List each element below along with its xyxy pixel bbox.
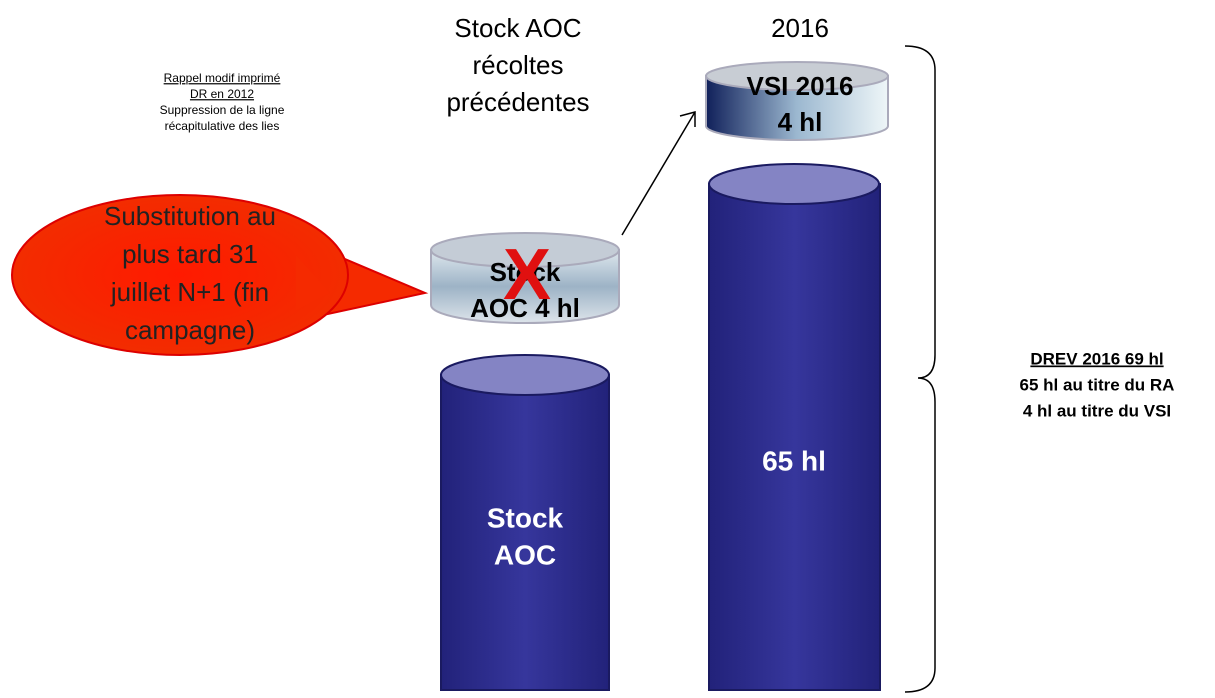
left-cylinder: Stock AOC: [440, 354, 610, 691]
note-line: récapitulative des lies: [165, 119, 280, 133]
callout: Substitution au plus tard 31 juillet N+1…: [11, 194, 429, 356]
right-header: 2016: [771, 13, 829, 43]
note-line: DR en 2012: [190, 87, 254, 101]
right-cylinder: 65 hl: [708, 163, 881, 691]
left-header: Stock AOC: [454, 13, 581, 43]
callout-line: campagne): [125, 315, 255, 345]
cylinder-label: 65 hl: [762, 445, 826, 476]
cross-mark: X: [503, 235, 551, 315]
brace: [904, 45, 936, 693]
summary-line: 4 hl au titre du VSI: [1023, 401, 1171, 420]
cylinder-label: Stock: [487, 502, 564, 533]
note-line: Rappel modif imprimé: [164, 71, 281, 85]
right-disc: VSI 2016 4 hl: [705, 61, 889, 141]
callout-line: juillet N+1 (fin: [110, 277, 269, 307]
summary-line: DREV 2016 69 hl: [1030, 349, 1163, 368]
disc-label: VSI 2016: [747, 71, 854, 101]
cylinder-label: AOC: [494, 539, 556, 570]
disc-label: 4 hl: [778, 107, 823, 137]
arrow: [621, 111, 696, 236]
callout-line: plus tard 31: [122, 239, 258, 269]
left-disc: Stock AOC 4 hl X: [430, 232, 620, 324]
summary-line: 65 hl au titre du RA: [1020, 375, 1175, 394]
disc-label: Stock: [490, 257, 561, 287]
note: Rappel modif imprimé DR en 2012 Suppress…: [160, 71, 285, 133]
disc-label: AOC 4 hl: [470, 293, 580, 323]
left-header: précédentes: [446, 87, 589, 117]
left-header: récoltes: [472, 50, 563, 80]
callout-line: Substitution au: [104, 201, 276, 231]
note-line: Suppression de la ligne: [160, 103, 285, 117]
summary: DREV 2016 69 hl 65 hl au titre du RA 4 h…: [1020, 349, 1175, 420]
